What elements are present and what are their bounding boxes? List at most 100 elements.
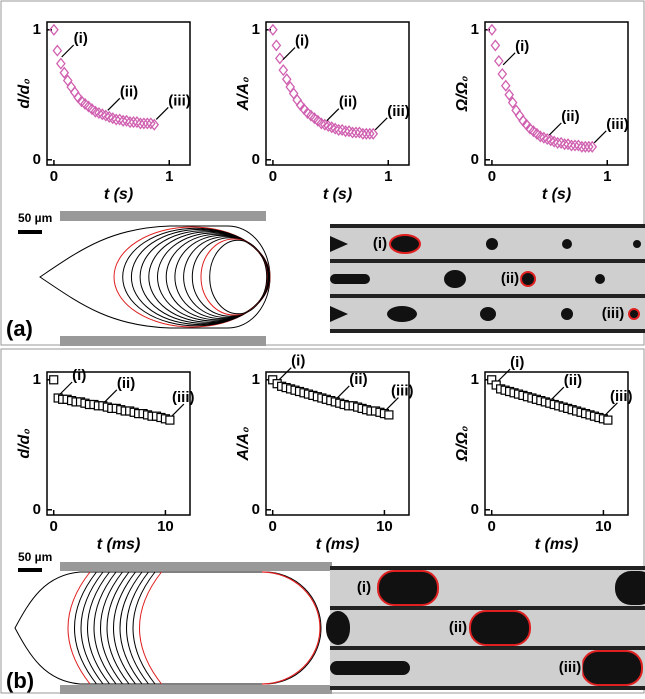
- illustration: [390, 235, 420, 253]
- illustration: [101, 572, 123, 684]
- annotation: (iii): [168, 92, 191, 109]
- data-marker: [498, 69, 506, 79]
- data-marker: [276, 53, 284, 63]
- annotation: (iii): [610, 388, 633, 405]
- annotation-arrow: [337, 386, 349, 398]
- scale-bar-label: 50 µm: [18, 550, 52, 564]
- illustration: [60, 211, 266, 221]
- data-marker: [604, 416, 612, 424]
- y-tick-label: 0: [33, 501, 41, 518]
- x-tick-label: 10: [376, 518, 393, 535]
- data-marker: [385, 411, 393, 419]
- annotation-arrow: [327, 109, 339, 121]
- x-tick-label: 1: [603, 168, 611, 185]
- illustration: [521, 272, 535, 286]
- annotation: (i): [515, 38, 529, 55]
- x-tick-label: 1: [165, 168, 173, 185]
- illustration: [562, 239, 572, 249]
- annotation-arrow: [156, 107, 168, 119]
- illustration: [470, 611, 530, 645]
- annotation: (i): [295, 33, 309, 50]
- annotation: (i): [291, 353, 305, 370]
- annotation-arrow: [279, 368, 291, 380]
- illustration: [88, 572, 110, 684]
- annotation-arrow: [594, 131, 606, 143]
- annotation-arrow: [503, 53, 515, 65]
- x-tick-label: 0: [269, 518, 277, 535]
- annotation: (ii): [561, 108, 579, 125]
- data-marker: [491, 40, 499, 50]
- illustration: [633, 240, 641, 248]
- annotation: (i): [72, 367, 86, 384]
- y-tick-label: 1: [471, 21, 479, 38]
- illustration: [75, 572, 97, 684]
- illustration: [330, 274, 370, 284]
- annotation: (ii): [117, 375, 135, 392]
- y-tick-label: 0: [471, 151, 479, 168]
- illustration: [60, 336, 266, 346]
- illustration: [330, 686, 645, 690]
- illustration: [262, 572, 320, 684]
- y-axis-label: Ω/Ω₀: [454, 76, 471, 113]
- x-tick-label: 0: [269, 168, 277, 185]
- y-axis-label: d/d₀: [16, 78, 33, 108]
- illustration: [330, 646, 645, 650]
- panel-label: (b): [6, 668, 34, 693]
- illustration: [184, 237, 268, 318]
- annotation: (ii): [120, 83, 138, 100]
- y-tick-label: 1: [33, 21, 41, 38]
- image-label: (i): [373, 235, 387, 252]
- annotation-arrow: [498, 369, 510, 381]
- x-axis-label: t (s): [542, 186, 571, 203]
- x-tick-label: 10: [595, 518, 612, 535]
- x-axis-label: t (s): [104, 186, 133, 203]
- illustration: [133, 572, 155, 684]
- illustration: [210, 240, 267, 314]
- panel-label: (a): [6, 316, 33, 341]
- annotation: (ii): [564, 372, 582, 389]
- y-axis-label: Ω/Ω₀: [454, 426, 471, 463]
- illustration: [192, 238, 267, 316]
- illustration: [326, 611, 350, 645]
- illustration: [94, 572, 116, 684]
- illustration: [330, 329, 645, 333]
- annotation: (i): [74, 30, 88, 47]
- illustration: [629, 309, 639, 319]
- illustration: [18, 568, 42, 572]
- x-tick-label: 0: [488, 518, 496, 535]
- y-tick-label: 0: [252, 151, 260, 168]
- illustration: [60, 685, 332, 694]
- annotation: (iii): [172, 389, 195, 406]
- illustration: [81, 572, 103, 684]
- illustration: [387, 306, 417, 322]
- illustration: [444, 270, 466, 288]
- y-axis-label: d/d₀: [16, 428, 33, 458]
- x-tick-label: 0: [50, 168, 58, 185]
- annotation: (i): [510, 354, 524, 371]
- illustration: [107, 572, 129, 684]
- illustration: [595, 274, 605, 284]
- illustration: [480, 307, 496, 321]
- data-marker: [495, 56, 503, 66]
- y-axis-label: A/A₀: [235, 427, 252, 462]
- y-tick-label: 1: [471, 371, 479, 388]
- illustration: [201, 239, 267, 315]
- annotation-arrow: [549, 123, 561, 135]
- illustration: [68, 572, 90, 684]
- x-tick-label: 0: [488, 168, 496, 185]
- y-tick-label: 1: [252, 21, 260, 38]
- illustration: [114, 572, 136, 684]
- illustration: [486, 238, 498, 250]
- annotation: (iii): [391, 383, 414, 400]
- illustration: [15, 572, 321, 684]
- illustration: [615, 571, 645, 605]
- x-axis-label: t (ms): [97, 536, 141, 553]
- illustrations: [15, 211, 645, 694]
- data-marker: [57, 59, 65, 69]
- annotation-arrow: [552, 387, 564, 399]
- x-tick-label: 0: [50, 518, 58, 535]
- annotation: (iii): [387, 103, 410, 120]
- illustration: [140, 572, 162, 684]
- annotation-arrow: [105, 390, 117, 402]
- annotation: (iii): [606, 116, 629, 133]
